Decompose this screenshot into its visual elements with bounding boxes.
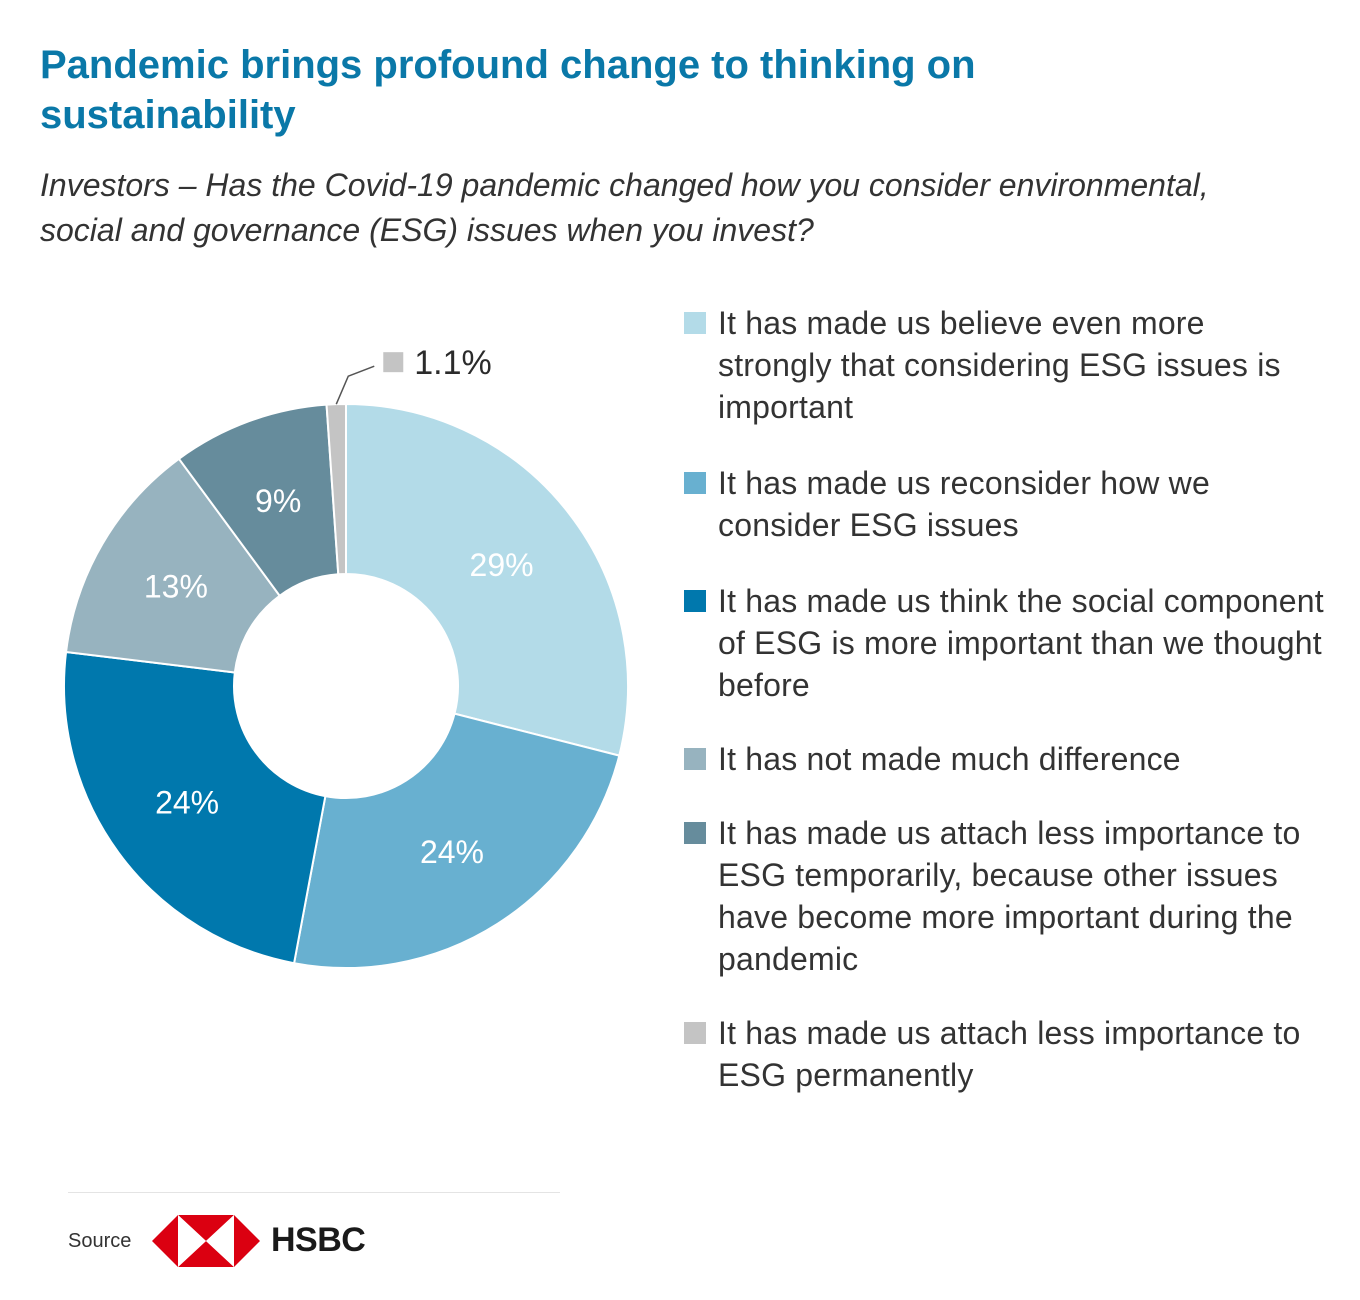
chart-subtitle: Investors – Has the Covid-19 pandemic ch… (40, 167, 1209, 248)
legend-label: It has made us attach less importance to… (718, 815, 1301, 977)
legend-item-less-permanently: It has made us attach less importance to… (684, 1012, 1324, 1096)
donut-slice-no-difference (64, 457, 282, 674)
legend-label: It has made us reconsider how we conside… (718, 465, 1210, 543)
donut-slice-social-component (63, 650, 327, 965)
slice-value-label: 29% (470, 547, 534, 583)
slice-value-label: 24% (155, 784, 219, 820)
source-label: Source (68, 1230, 132, 1252)
legend-swatch (684, 1022, 706, 1044)
legend-item-reconsider: It has made us reconsider how we conside… (684, 462, 1324, 546)
legend-label: It has made us think the social componen… (718, 583, 1324, 703)
legend-swatch (684, 822, 706, 844)
footer-divider (68, 1192, 560, 1193)
slice-value-label: 24% (420, 834, 484, 870)
chart-title: Pandemic brings profound change to think… (40, 43, 976, 137)
donut-chart: 29% 24% 24% 13% 9% 1.1% (63, 344, 629, 969)
donut-slice-less-permanently (325, 402, 347, 576)
hsbc-logo: HSBC (150, 1213, 370, 1269)
donut-slice-reconsider (292, 712, 621, 969)
legend-swatch (684, 472, 706, 494)
legend-item-no-difference: It has not made much difference (684, 738, 1324, 780)
legend-label: It has made us attach less importance to… (718, 1015, 1301, 1093)
legend-label: It has not made much difference (718, 741, 1181, 777)
legend-item-social-component: It has made us think the social componen… (684, 580, 1324, 706)
brand-name: HSBC (271, 1221, 366, 1259)
legend-item-less-temporarily: It has made us attach less importance to… (684, 812, 1324, 980)
hsbc-hexagon-icon (152, 1215, 260, 1267)
legend: It has made us believe even more strongl… (684, 302, 1324, 1130)
legend-swatch (684, 748, 706, 770)
legend-swatch (684, 590, 706, 612)
donut-slice-believe-more-strongly (345, 402, 629, 757)
slice-value-label: 9% (255, 483, 301, 519)
legend-item-believe-more-strongly: It has made us believe even more strongl… (684, 302, 1324, 428)
legend-swatch (684, 312, 706, 334)
slice-value-label: 13% (144, 569, 208, 605)
callout-marker (383, 352, 404, 373)
legend-label: It has made us believe even more strongl… (718, 305, 1281, 425)
slice-value-label: 1.1% (414, 344, 492, 382)
callout-leader-line (335, 365, 375, 405)
